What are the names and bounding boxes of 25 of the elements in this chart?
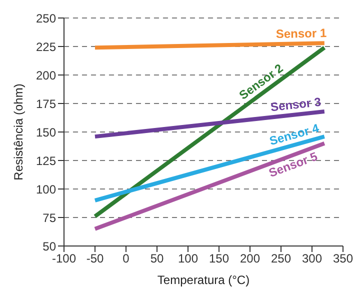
x-tick-label: 300 bbox=[302, 252, 322, 266]
text: Sensor 3 bbox=[270, 94, 322, 114]
x-tick-label: 0 bbox=[122, 252, 130, 266]
y-tick-label: 125 bbox=[36, 154, 56, 168]
y-tick-label: 175 bbox=[36, 96, 56, 111]
y-tick-label: 50 bbox=[42, 239, 56, 254]
x-tick-label: 50 bbox=[150, 252, 164, 266]
text: Sensor 5 bbox=[266, 149, 320, 180]
y-axis-title: Resistência (ohm) bbox=[11, 84, 26, 180]
x-tick-label: 200 bbox=[240, 252, 260, 266]
y-tick-label: 150 bbox=[36, 125, 56, 140]
series-label: Sensor 1 bbox=[276, 26, 328, 42]
y-tick-label: 100 bbox=[36, 182, 56, 196]
y-tick-label: 200 bbox=[36, 68, 56, 82]
x-tick-label: 250 bbox=[270, 252, 292, 266]
y-tick-label: 75 bbox=[42, 210, 56, 225]
x-tick-label: 100 bbox=[178, 252, 198, 266]
y-tick-label: 225 bbox=[36, 40, 56, 54]
y-tick-label: 250 bbox=[36, 11, 56, 26]
x-axis-title: Temperatura (°C) bbox=[157, 273, 250, 287]
x-tick-label: -50 bbox=[86, 252, 104, 266]
x-tick-label: 350 bbox=[332, 252, 354, 266]
text: Sensor 4 bbox=[268, 120, 321, 148]
x-tick-label: 150 bbox=[208, 252, 230, 266]
x-tick-label: -100 bbox=[52, 252, 76, 266]
